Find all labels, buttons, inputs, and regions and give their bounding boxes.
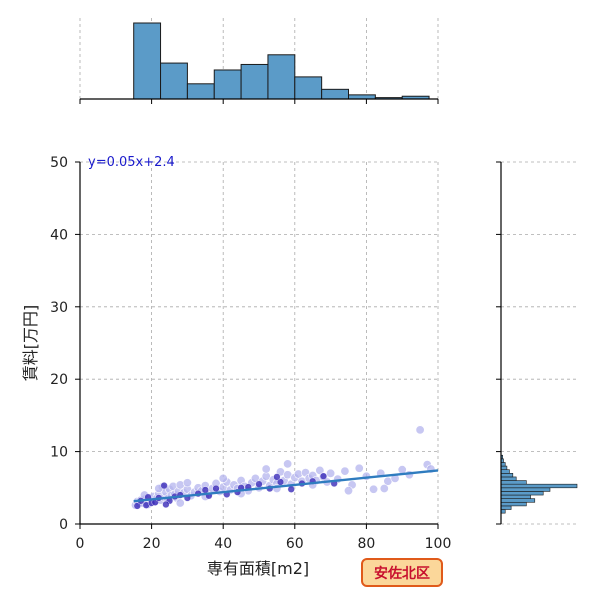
main-scatter-panel: 0 20 40 60 80 100 0 10 20 30 40 50 y=0.05x+2.4 [50, 155, 451, 552]
x-tick-label: 60 [286, 536, 304, 552]
right-histogram-grid [501, 161, 577, 525]
scatter-point [354, 463, 364, 473]
right-histogram-bar [500, 501, 527, 507]
x-axis-ticks: 0 20 40 60 80 100 [76, 524, 452, 552]
main-grid [80, 161, 439, 524]
top-histogram-bars [133, 22, 430, 100]
right-histogram-ticks [496, 161, 501, 525]
top-histogram-bar [213, 69, 242, 100]
scatter-point [283, 459, 293, 469]
region-badge: 安佐北区 [361, 558, 443, 587]
top-histogram-bar [348, 94, 376, 100]
top-histogram [79, 18, 439, 104]
scatter-point-dense [255, 480, 263, 488]
right-histogram-bars [500, 454, 578, 514]
scatter-point [340, 466, 350, 476]
scatter-point-dense [287, 485, 295, 493]
region-badge-box [361, 558, 443, 587]
scatter-point [218, 473, 228, 483]
y-tick-label: 10 [50, 445, 68, 461]
scatter-point [182, 478, 192, 488]
scatter-point-dense [162, 500, 170, 509]
y-tick-label: 30 [50, 300, 68, 316]
scatter-point [379, 484, 389, 494]
scatter-point-dense [212, 484, 220, 493]
x-tick-label: 100 [425, 536, 452, 552]
top-histogram-ticks [79, 99, 439, 104]
scatter-point [343, 486, 353, 496]
right-histogram-bar [500, 476, 517, 481]
right-histogram-bar [500, 487, 551, 492]
regression-line [133, 469, 439, 503]
top-histogram-bar [267, 54, 296, 100]
scatter-point-dense [133, 502, 141, 510]
right-histogram-bar [500, 462, 506, 467]
right-histogram-bar [500, 465, 508, 470]
scatter-point [326, 468, 336, 478]
right-histogram-bar [500, 473, 514, 478]
scatter-point-dense [319, 472, 328, 480]
scatter-point [415, 425, 425, 435]
top-histogram-bar [294, 76, 323, 100]
right-histogram-bar [500, 480, 527, 485]
top-histogram-bar [240, 63, 269, 100]
scatter-point-dense [201, 486, 209, 494]
x-axis-label: 専有面積[m2] [207, 559, 309, 578]
x-tick-label: 80 [357, 536, 375, 552]
regression-equation: y=0.05x+2.4 [88, 155, 175, 170]
scatter-point [175, 498, 185, 508]
scatter-point [369, 484, 379, 494]
x-tick-label: 20 [143, 536, 161, 552]
y-tick-label: 20 [50, 372, 68, 388]
right-histogram-bar [500, 494, 531, 499]
scatter-point [261, 464, 271, 474]
x-tick-label: 40 [214, 536, 232, 552]
x-tick-label: 0 [76, 536, 85, 552]
top-histogram-bar [133, 22, 162, 100]
y-tick-label: 40 [50, 227, 68, 243]
y-axis-label: 賃料[万円] [21, 305, 40, 382]
right-histogram-bar [500, 498, 536, 503]
right-histogram-bar [500, 469, 510, 474]
right-histogram-bar [500, 505, 512, 510]
top-histogram-bar [160, 62, 188, 100]
right-histogram-bar [500, 491, 544, 496]
right-histogram-bar [500, 509, 506, 514]
y-axis-ticks: 0 10 20 30 40 50 [50, 155, 80, 533]
scatter-point-dense [273, 473, 281, 481]
right-histogram [496, 161, 578, 525]
right-histogram-bar [500, 483, 578, 489]
y-tick-label: 0 [59, 517, 68, 533]
y-tick-label: 50 [50, 155, 68, 171]
scatter-point-dense [160, 482, 168, 490]
top-histogram-bar [321, 88, 349, 100]
top-histogram-bar [186, 83, 215, 100]
region-badge-text: 安佐北区 [374, 565, 430, 582]
